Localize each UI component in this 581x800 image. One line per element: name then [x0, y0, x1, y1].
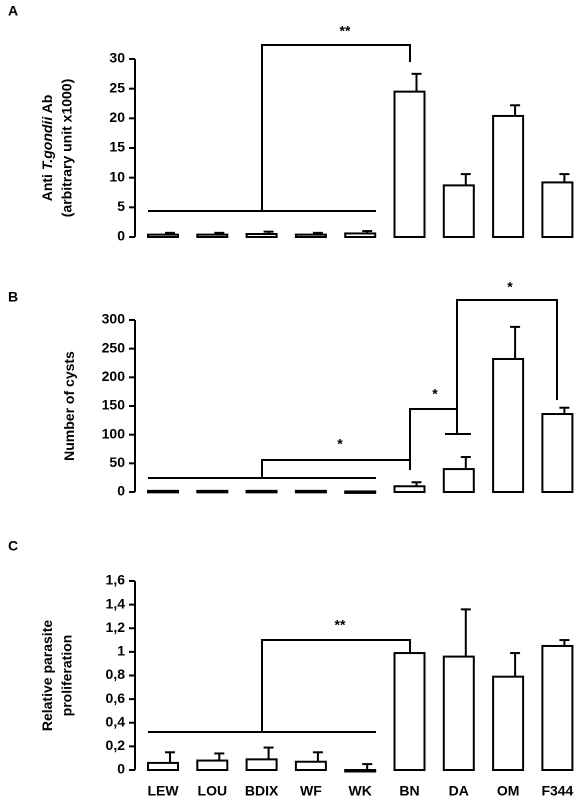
bar — [442, 184, 475, 239]
y-tick-label: 200 — [102, 368, 126, 384]
y-tick-label: 250 — [102, 339, 126, 355]
bar — [344, 490, 377, 494]
bar — [147, 489, 179, 494]
x-tick-label: DA — [449, 783, 469, 799]
y-axis-label: (arbitrary unit x1000) — [59, 79, 75, 218]
bar — [294, 233, 327, 238]
y-axis-label-part: Number of cysts — [61, 351, 77, 461]
significance: * — [507, 279, 513, 295]
x-tick-label: LEW — [147, 783, 179, 799]
x-tick-label: BN — [399, 783, 419, 799]
significance: ** — [335, 617, 346, 633]
panel-label: B — [8, 289, 18, 305]
y-tick-label: 0,6 — [106, 690, 126, 706]
y-tick-label: 0 — [117, 761, 125, 777]
y-tick-label: 150 — [102, 397, 126, 413]
y-tick-label: 300 — [102, 311, 126, 327]
y-tick-label: 5 — [117, 198, 125, 214]
panel-label: C — [8, 538, 18, 554]
x-tick-label: F344 — [541, 783, 573, 799]
bar — [196, 233, 229, 238]
y-tick-label: 0,2 — [106, 737, 126, 753]
x-tick-label: LOU — [198, 783, 228, 799]
y-axis-label: Anti T.gondii Ab — [39, 95, 55, 202]
y-tick-label: 20 — [109, 109, 125, 125]
significance: ** — [340, 23, 351, 39]
bar — [147, 761, 179, 771]
y-tick-label: 0 — [117, 228, 125, 244]
y-tick-label: 25 — [109, 79, 125, 95]
bar — [492, 675, 525, 772]
x-tick-label: BDIX — [245, 783, 279, 799]
y-tick-label: 15 — [109, 139, 125, 155]
bar — [245, 489, 278, 494]
y-tick-label: 0 — [117, 483, 125, 499]
y-tick-label: 50 — [109, 454, 125, 470]
bar — [196, 759, 229, 771]
bar — [147, 233, 179, 238]
bar — [492, 357, 525, 493]
bar — [245, 233, 278, 239]
bar — [344, 769, 377, 773]
y-axis-label-part: Relative parasite — [39, 620, 55, 731]
y-axis-label: Number of cysts — [61, 351, 77, 461]
bar — [442, 655, 475, 771]
y-tick-label: 30 — [109, 50, 125, 66]
y-axis-label-part: T.gondii — [39, 116, 55, 170]
bar — [393, 485, 426, 493]
bar — [245, 758, 278, 772]
y-axis-label: Relative parasite — [39, 620, 55, 731]
y-tick-label: 0,8 — [106, 666, 126, 682]
y-tick-label: 1,6 — [106, 572, 126, 588]
bar — [393, 90, 426, 238]
brackets — [148, 44, 558, 733]
y-tick-label: 10 — [109, 168, 125, 184]
y-axis-label-part: Ab — [39, 95, 55, 117]
x-tick-label: OM — [497, 783, 520, 799]
bar — [442, 468, 475, 494]
x-tick-label: WF — [300, 783, 322, 799]
panel-label: A — [8, 3, 18, 19]
bar — [196, 489, 229, 494]
y-axis-label: proliferation — [59, 635, 75, 717]
y-tick-label: 0,4 — [106, 713, 126, 729]
bar — [393, 652, 426, 772]
y-axis-label-part: Anti — [39, 170, 55, 201]
bar — [541, 413, 574, 494]
significance: * — [337, 436, 343, 452]
bar — [294, 489, 327, 494]
x-tick-label: WK — [349, 783, 372, 799]
y-tick-label: 1,2 — [106, 619, 126, 635]
bar — [492, 114, 525, 238]
y-tick-label: 1 — [117, 643, 125, 659]
y-tick-label: 100 — [102, 425, 126, 441]
bar — [541, 644, 574, 771]
bar — [541, 181, 574, 238]
significance: * — [432, 386, 438, 402]
bar — [294, 760, 327, 772]
y-tick-label: 1,4 — [106, 595, 126, 611]
bar — [344, 232, 377, 239]
